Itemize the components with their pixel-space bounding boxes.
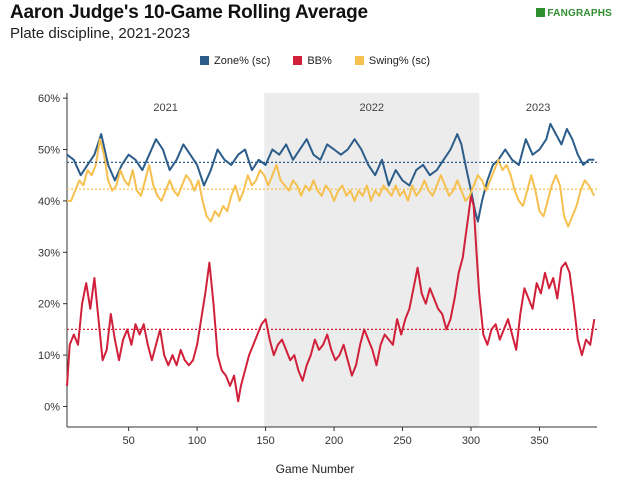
x-tick-label: 100 (188, 435, 206, 447)
legend-label-bb: BB% (307, 55, 332, 67)
chart-legend: Zone% (sc) BB% Swing% (sc) (0, 55, 630, 67)
series-line-0 (66, 122, 595, 223)
y-tick-label: 40% (38, 196, 60, 208)
y-tick-label: 60% (38, 93, 60, 105)
chart-title: Aaron Judge's 10-Game Rolling Average (10, 2, 368, 23)
y-tick-label: 20% (38, 299, 60, 311)
season-label-2022: 2022 (359, 102, 383, 114)
legend-item-zone: Zone% (sc) (200, 55, 270, 67)
x-axis-label: Game Number (275, 462, 355, 476)
y-tick-label: 50% (38, 145, 60, 157)
legend-swatch-swing (354, 56, 364, 65)
chart-subtitle: Plate discipline, 2021-2023 (10, 25, 191, 42)
x-tick-label: 50 (123, 435, 135, 447)
legend-label-swing: Swing% (sc) (368, 55, 430, 67)
series-line-2 (67, 138, 596, 228)
y-tick-label: 30% (38, 247, 60, 259)
brand-icon (536, 8, 546, 17)
legend-swatch-zone (200, 56, 210, 65)
series-line-1 (66, 194, 596, 403)
y-tick-label: 0% (44, 401, 60, 413)
x-tick-label: 150 (256, 435, 274, 447)
legend-label-zone: Zone% (sc) (214, 55, 271, 67)
season-label-2021: 2021 (153, 102, 177, 114)
season-shade-2022 (264, 93, 480, 427)
y-tick-label: 10% (38, 350, 60, 362)
x-tick-label: 200 (325, 435, 343, 447)
legend-item-swing: Swing% (sc) (354, 55, 430, 67)
x-tick-label: 350 (530, 435, 548, 447)
season-label-2023: 2023 (526, 102, 550, 114)
brand-text: FANGRAPHS (547, 8, 612, 19)
brand-logo: FANGRAPHS (536, 8, 612, 19)
x-tick-label: 300 (462, 435, 480, 447)
legend-swatch-bb (293, 56, 303, 65)
x-tick-label: 250 (393, 435, 411, 447)
legend-item-bb: BB% (293, 55, 332, 67)
